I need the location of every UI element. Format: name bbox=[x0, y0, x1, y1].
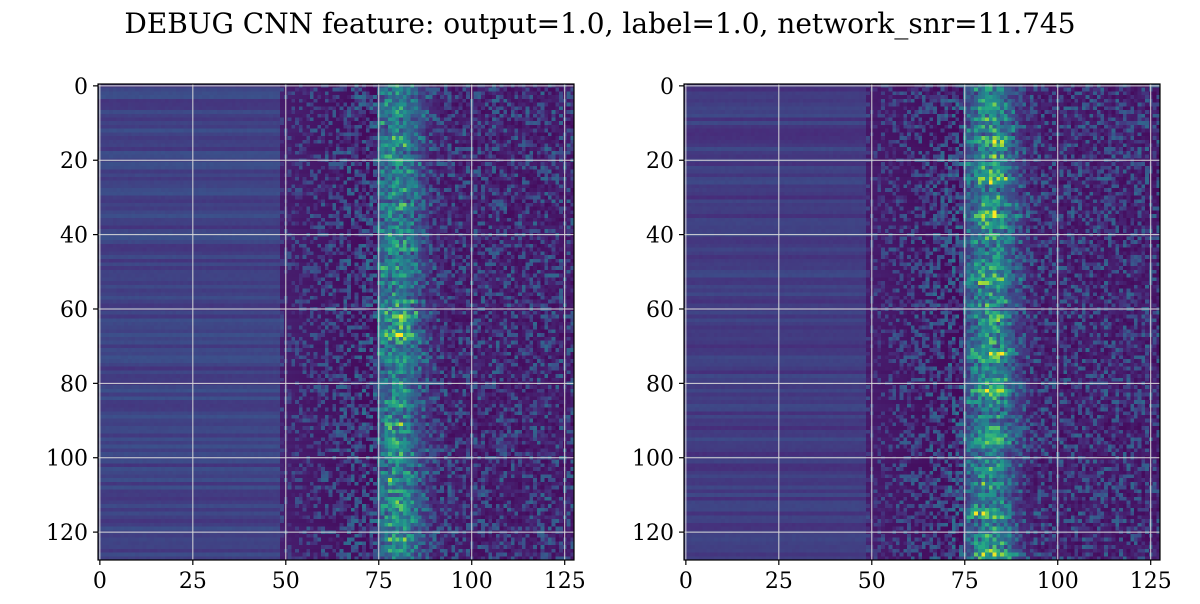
heatmap-image bbox=[684, 84, 1160, 560]
heatmap-image bbox=[98, 84, 574, 560]
axes-frame bbox=[683, 83, 1161, 561]
x-tick-label: 125 bbox=[1130, 569, 1172, 594]
heatmap-panel-2: 0 25 50 75 100 125 0 20 40 60 80 100 120 bbox=[632, 75, 1172, 594]
y-tick-label: 80 bbox=[646, 372, 674, 397]
x-tick-label: 0 bbox=[679, 569, 693, 594]
y-tick-label: 120 bbox=[46, 521, 88, 546]
y-tick-label: 40 bbox=[60, 224, 88, 249]
y-tick-label: 20 bbox=[646, 149, 674, 174]
y-tick-label: 40 bbox=[646, 224, 674, 249]
x-tick-label: 25 bbox=[179, 569, 207, 594]
y-tick-label: 20 bbox=[60, 149, 88, 174]
figure-title: DEBUG CNN feature: output=1.0, label=1.0… bbox=[124, 7, 1075, 40]
x-tick-label: 100 bbox=[451, 569, 493, 594]
y-tick-label: 60 bbox=[646, 298, 674, 323]
x-tick-label: 100 bbox=[1037, 569, 1079, 594]
x-tick-label: 75 bbox=[365, 569, 393, 594]
y-tick-label: 100 bbox=[632, 447, 674, 472]
y-tick-label: 100 bbox=[46, 447, 88, 472]
x-tick-label: 75 bbox=[951, 569, 979, 594]
y-tick-label: 80 bbox=[60, 372, 88, 397]
x-tick-label: 0 bbox=[93, 569, 107, 594]
x-tick-label: 50 bbox=[858, 569, 886, 594]
y-tick-label: 0 bbox=[660, 75, 674, 100]
x-tick-label: 25 bbox=[765, 569, 793, 594]
x-tick-label: 125 bbox=[544, 569, 586, 594]
x-tick-label: 50 bbox=[272, 569, 300, 594]
y-tick-label: 0 bbox=[74, 75, 88, 100]
y-tick-label: 60 bbox=[60, 298, 88, 323]
heatmap-panel-1: 0 25 50 75 100 125 0 20 40 60 80 100 120 bbox=[46, 75, 586, 594]
axes-frame bbox=[97, 83, 575, 561]
y-tick-label: 120 bbox=[632, 521, 674, 546]
